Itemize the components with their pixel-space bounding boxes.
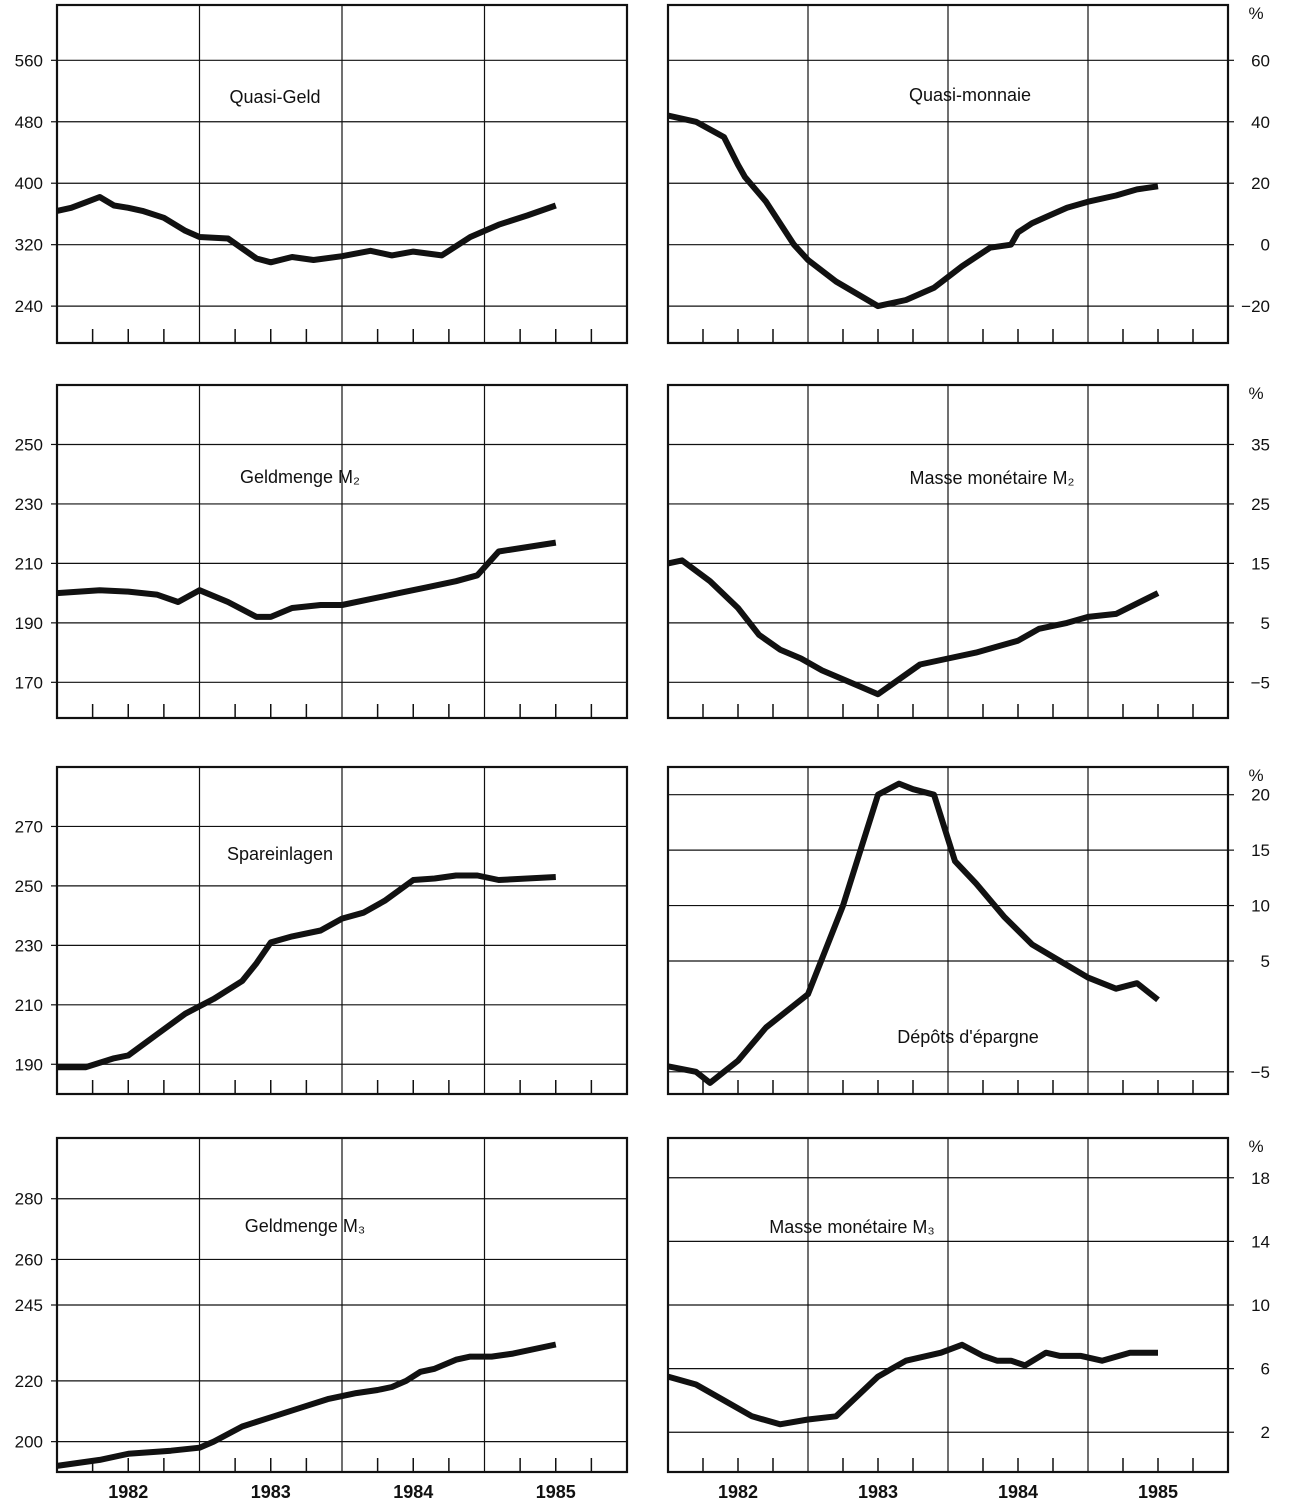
panel-6-ytick-label-4: 20 xyxy=(1251,786,1270,805)
panel-6-unit-label: % xyxy=(1248,766,1263,785)
panel-8-xtick-label-2: 1984 xyxy=(998,1482,1038,1502)
panel-6-title: Dépôts d'épargne xyxy=(897,1027,1039,1047)
panel-4-frame xyxy=(666,383,1230,720)
panel-4-series-line-0 xyxy=(667,557,1160,698)
panel-7-ytick-label-4: 280 xyxy=(15,1190,43,1209)
panel-1-ytick-label-3: 480 xyxy=(15,113,43,132)
panel-6-ytick-label-2: 10 xyxy=(1251,897,1270,916)
panel-4-ytick-label-3: 25 xyxy=(1251,495,1270,514)
panel-8-ytick-label-3: 14 xyxy=(1251,1232,1270,1251)
panel-2-unit-label: % xyxy=(1248,4,1263,23)
panel-2-ytick-label-3: 40 xyxy=(1251,113,1270,132)
panel-1-frame xyxy=(55,3,629,345)
panel-8-title: Masse monétaire M₃ xyxy=(769,1217,934,1237)
panel-5-ytick-label-0: 190 xyxy=(15,1055,43,1074)
panel-2-ytick-label-2: 20 xyxy=(1251,174,1270,193)
panel-8-ytick-label-4: 18 xyxy=(1251,1169,1270,1188)
panel-8-xtick-label-1: 1983 xyxy=(858,1482,898,1502)
panel-5-ytick-label-3: 250 xyxy=(15,877,43,896)
panel-3-ytick-label-4: 250 xyxy=(15,435,43,454)
panel-3-series-line-0 xyxy=(56,539,557,620)
panel-2-frame xyxy=(666,3,1230,345)
panel-4-ytick-label-2: 15 xyxy=(1251,554,1270,573)
panel-8-unit-label: % xyxy=(1248,1137,1263,1156)
panel-1-title: Quasi-Geld xyxy=(229,87,320,107)
panel-7-title: Geldmenge M₃ xyxy=(245,1216,365,1236)
panel-6-series-line-0 xyxy=(667,780,1160,1086)
panel-7-xtick-label-0: 1982 xyxy=(108,1482,148,1502)
panel-2-ytick-label-4: 60 xyxy=(1251,51,1270,70)
panel-4-ytick-label-0: −5 xyxy=(1251,673,1270,692)
panel-8-ytick-label-1: 6 xyxy=(1261,1360,1270,1379)
panel-4-ytick-label-1: 5 xyxy=(1261,614,1270,633)
panel-4-title: Masse monétaire M₂ xyxy=(909,468,1074,488)
panel-4-unit-label: % xyxy=(1248,384,1263,403)
panel-2-ytick-label-1: 0 xyxy=(1261,236,1270,255)
panel-5-series-line-0 xyxy=(57,872,556,1071)
panel-1-ytick-label-4: 560 xyxy=(15,51,43,70)
panel-8-xtick-label-0: 1982 xyxy=(718,1482,758,1502)
panel-3-ytick-label-2: 210 xyxy=(15,554,43,573)
panel-3-title: Geldmenge M₂ xyxy=(240,467,360,487)
panel-6-ytick-label-3: 15 xyxy=(1251,841,1270,860)
panel-8-ytick-label-2: 10 xyxy=(1251,1296,1270,1315)
panel-1-series-line-0 xyxy=(56,194,557,266)
panel-1-ytick-label-1: 320 xyxy=(15,236,43,255)
panel-2-title: Quasi-monnaie xyxy=(909,85,1031,105)
panel-3-ytick-label-1: 190 xyxy=(15,614,43,633)
panel-1-ytick-label-0: 240 xyxy=(15,297,43,316)
panel-5-ytick-label-2: 230 xyxy=(15,936,43,955)
panel-7-series-line-0 xyxy=(56,1341,557,1469)
panel-1-ytick-label-2: 400 xyxy=(15,174,43,193)
panel-4-ytick-label-4: 35 xyxy=(1251,435,1270,454)
panel-7-xtick-label-1: 1983 xyxy=(251,1482,291,1502)
panel-6-frame xyxy=(666,765,1230,1096)
panel-3-ytick-label-0: 170 xyxy=(15,673,43,692)
panel-7-ytick-label-0: 200 xyxy=(15,1433,43,1452)
panel-7-frame xyxy=(55,1136,629,1474)
panel-5-title: Spareinlagen xyxy=(227,844,333,864)
panel-6-ytick-label-0: −5 xyxy=(1251,1063,1270,1082)
panel-7-ytick-label-3: 260 xyxy=(15,1250,43,1269)
panel-8-xtick-label-3: 1985 xyxy=(1138,1482,1178,1502)
panel-8-series-line-0 xyxy=(667,1341,1158,1428)
panel-7-ytick-label-1: 220 xyxy=(15,1372,43,1391)
panel-7-ytick-label-2: 245 xyxy=(15,1296,43,1315)
panel-8-frame xyxy=(666,1136,1230,1474)
panel-3-ytick-label-3: 230 xyxy=(15,495,43,514)
panel-2-ytick-label-0: −20 xyxy=(1241,297,1270,316)
panel-7-xtick-label-3: 1985 xyxy=(536,1482,576,1502)
panel-3-frame xyxy=(55,383,629,720)
panel-5-ytick-label-4: 270 xyxy=(15,817,43,836)
panel-5-ytick-label-1: 210 xyxy=(15,996,43,1015)
panel-6-ytick-label-1: 5 xyxy=(1261,952,1270,971)
panel-5-frame xyxy=(55,765,629,1096)
panel-8-ytick-label-0: 2 xyxy=(1261,1423,1270,1442)
panel-2-series-line-0 xyxy=(667,112,1159,310)
panel-7-xtick-label-2: 1984 xyxy=(393,1482,433,1502)
